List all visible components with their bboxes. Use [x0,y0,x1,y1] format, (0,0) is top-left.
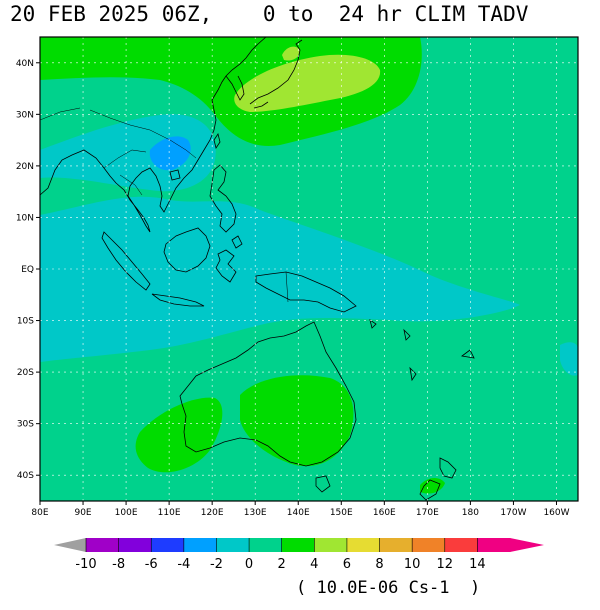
colorbar-label: 12 [436,557,453,572]
colorbar-label: 6 [343,557,351,572]
country-borders [40,107,289,303]
colorbar-swatch [281,538,315,552]
lat-tick-label: EQ [21,265,34,275]
colorbar-label: -10 [75,557,96,572]
colorbar-label: -4 [177,557,190,572]
colorbar-units: ( 10.0E-06 Cs-1 ) [296,578,481,598]
colorbar-swatch [118,538,152,552]
lon-tick-label: 120E [201,508,224,518]
lon-tick-label: 80E [31,508,48,518]
colorbar-label: 8 [375,557,383,572]
lat-tick-label: 40N [16,59,34,69]
colorbar-label: -2 [210,557,223,572]
colorbar-label: 0 [245,557,253,572]
field-region-pos-small [420,477,445,494]
lon-tick-label: 100E [115,508,138,518]
colorbar-label: 4 [310,557,318,572]
field-region-neg-medium [149,136,191,171]
map-axes: 40N 30N 20N 10N EQ 10S 20S 30S 40S 80E 90E 100E 110E… [16,59,570,518]
colorbar: -10 -8 -6 -4 -2 0 2 4 6 8 10 12 14 [54,538,544,572]
colorbar-label: 14 [469,557,486,572]
colorbar-swatch [151,538,185,552]
colorbar-label: 10 [404,557,421,572]
lat-tick-label: 40S [17,471,34,481]
field-region-pos-medium [234,54,381,112]
lat-tick-label: 20N [16,162,34,172]
colorbar-label: -8 [112,557,125,572]
lat-tick-label: 20S [17,368,34,378]
colorbar-label: 2 [278,557,286,572]
colorbar-swatch [477,538,511,552]
lat-tick-label: 30N [16,110,34,120]
lon-tick-label: 90E [74,508,91,518]
field-region-neg-small [560,342,578,376]
lon-tick-label: 130E [244,508,267,518]
field-region-pos-small [240,375,354,467]
colorbar-swatch [379,538,413,552]
lat-tick-label: 30S [17,420,34,430]
lat-tick-label: 10S [17,317,34,327]
field-region-pos-medium [282,46,300,61]
lon-tick-label: 110E [158,508,181,518]
colorbar-swatch [216,538,250,552]
colorbar-swatch [249,538,283,552]
lon-tick-label: 160E [373,508,396,518]
colorbar-swatch [314,538,348,552]
lon-tick-label: 150E [330,508,353,518]
colorbar-swatch [346,538,381,552]
colorbar-over-triangle [510,538,544,552]
colorbar-swatch [86,538,120,552]
coastlines [40,37,475,501]
lon-tick-label: 170E [416,508,439,518]
lon-tick-label: 160W [543,508,569,518]
chart-title: 20 FEB 2025 06Z, 0 to 24 hr CLIM TADV [10,2,529,26]
colorbar-label: -6 [145,557,158,572]
colorbar-swatch [412,538,446,552]
lat-tick-label: 10N [16,213,34,223]
colorbar-swatch [183,538,217,552]
colorbar-swatch [444,538,478,552]
lon-tick-label: 140E [287,508,310,518]
field-region-pos-small [135,397,223,473]
lon-tick-label: 170W [500,508,526,518]
colorbar-under-triangle [54,538,86,552]
lon-tick-label: 180 [462,508,479,518]
field-region-neg-small [40,114,216,192]
